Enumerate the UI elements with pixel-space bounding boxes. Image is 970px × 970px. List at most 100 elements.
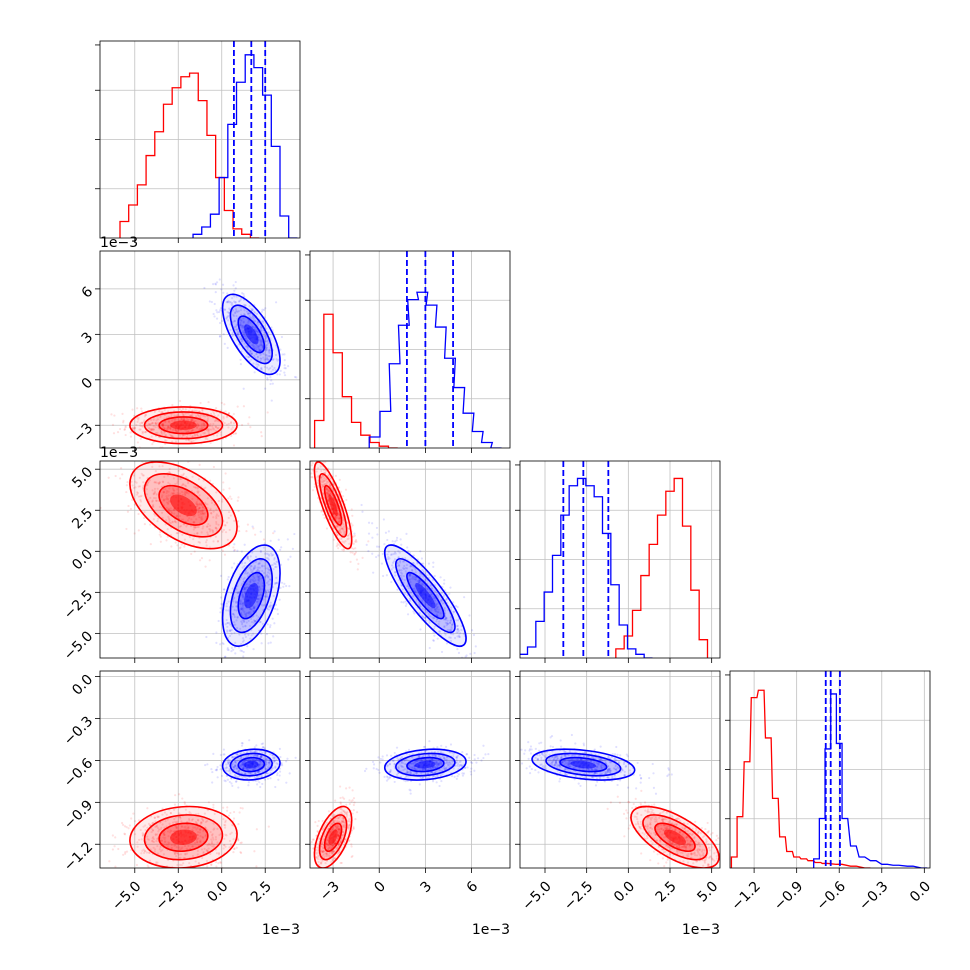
- red-contour-2: [158, 822, 209, 853]
- blue-contour-0: [383, 748, 467, 781]
- blue-contour-0: [221, 748, 281, 781]
- x-offset-text: 1e−3: [262, 922, 300, 938]
- red-density-3: [664, 829, 687, 845]
- blue-contour-2: [237, 756, 266, 773]
- red-contour-0: [630, 805, 720, 868]
- blue-contour-2: [237, 315, 266, 354]
- red-contour-0: [313, 805, 353, 868]
- blue-density-3: [244, 324, 259, 345]
- blue-contour-1: [229, 752, 273, 777]
- axes-frame: [99, 670, 301, 869]
- red-contour-2: [158, 484, 209, 526]
- x-tick-label: 2.5: [653, 878, 680, 905]
- x-offset-text: 1e−3: [472, 922, 510, 938]
- red-contour-2: [323, 484, 343, 526]
- blue-density-3: [570, 760, 597, 769]
- y-tick-label: 3: [79, 329, 97, 347]
- red-contour-0: [129, 461, 238, 550]
- x-tick-label: −0.9: [771, 878, 806, 913]
- blue-contour-0: [383, 544, 467, 647]
- x-tick-label: −5.0: [109, 878, 144, 913]
- red-contour-1: [318, 814, 348, 861]
- blue-density-3: [244, 582, 259, 609]
- blue-contour-1: [545, 752, 622, 777]
- red-contour-0: [129, 406, 238, 445]
- red-contour-2: [158, 416, 209, 435]
- red-contour-1: [318, 473, 348, 538]
- y-tick-label: 0: [79, 375, 97, 393]
- axes-frame: [519, 670, 721, 869]
- y-tick-label: −3: [70, 420, 96, 446]
- panel-3-2: [519, 670, 721, 869]
- x-tick-label: 0.0: [907, 878, 934, 905]
- blue-contour-0: [221, 544, 281, 647]
- x-tick-label: 6: [464, 878, 482, 896]
- y-tick-label: 0.0: [69, 672, 96, 699]
- x-tick-label: −2.5: [153, 878, 188, 913]
- blue-histogram-3: [813, 693, 928, 868]
- y-tick-label: 6: [79, 284, 97, 302]
- y-tick-label: −5.0: [61, 628, 96, 663]
- blue-histogram-1: [368, 291, 502, 448]
- blue-contour-1: [395, 558, 456, 634]
- red-histogram-1: [313, 313, 398, 448]
- axes-frame: [99, 250, 301, 449]
- blue-contour-1: [395, 752, 456, 777]
- panel-0-0: [99, 40, 301, 239]
- panel-2-1: [309, 460, 511, 659]
- panel-3-0: [99, 670, 301, 869]
- panel-2-2: [519, 460, 721, 659]
- blue-density-3: [244, 760, 259, 769]
- x-offset-text: 1e−3: [682, 922, 720, 938]
- y-tick-label: −0.6: [61, 755, 96, 790]
- x-tick-label: 0.0: [204, 878, 231, 905]
- red-contour-2: [323, 822, 343, 853]
- y-tick-label: 5.0: [69, 464, 96, 491]
- x-tick-label: 5.0: [694, 878, 721, 905]
- x-tick-label: −2.5: [561, 878, 596, 913]
- panel-1-1: [309, 250, 511, 449]
- blue-contour-1: [229, 304, 273, 365]
- x-tick-label: 3: [418, 878, 436, 896]
- red-density-3: [328, 494, 338, 517]
- y-tick-label: −0.3: [61, 713, 96, 748]
- y-tick-label: 0.0: [69, 546, 96, 573]
- blue-contour-2: [406, 756, 445, 773]
- axes-frame: [99, 460, 301, 659]
- x-tick-label: −5.0: [519, 878, 554, 913]
- red-contour-1: [143, 411, 224, 440]
- red-density-3: [170, 829, 197, 845]
- blue-density-3: [415, 760, 436, 769]
- y-offset-text: 1e−3: [100, 445, 138, 461]
- blue-contour-0: [531, 748, 636, 781]
- panel-3-1: [309, 670, 511, 869]
- red-contour-2: [654, 822, 696, 853]
- y-tick-label: −1.2: [61, 839, 96, 874]
- panel-2-0: [99, 460, 301, 659]
- red-contour-1: [143, 473, 224, 538]
- y-tick-label: 2.5: [69, 505, 96, 532]
- y-tick-label: −0.9: [61, 797, 96, 832]
- x-tick-label: −3: [317, 878, 343, 904]
- axes-frame: [309, 670, 511, 869]
- blue-histogram-2: [520, 477, 653, 658]
- axes-frame: [309, 460, 511, 659]
- x-tick-label: 2.5: [248, 878, 275, 905]
- x-tick-label: −0.3: [856, 878, 891, 913]
- blue-contour-2: [559, 756, 608, 773]
- blue-density-3: [415, 582, 436, 609]
- red-contour-1: [143, 814, 224, 861]
- red-contour-0: [313, 461, 353, 550]
- panel-1-0: [99, 250, 301, 449]
- panel-3-3: [729, 670, 931, 869]
- red-density-3: [170, 420, 197, 430]
- y-offset-text: 1e−3: [100, 235, 138, 251]
- x-tick-label: 0: [371, 878, 389, 896]
- red-histogram-0: [119, 72, 260, 238]
- x-tick-label: −0.6: [814, 878, 849, 913]
- blue-contour-1: [229, 558, 273, 634]
- red-contour-1: [642, 814, 708, 861]
- blue-contour-0: [221, 293, 281, 376]
- red-density-3: [328, 829, 338, 845]
